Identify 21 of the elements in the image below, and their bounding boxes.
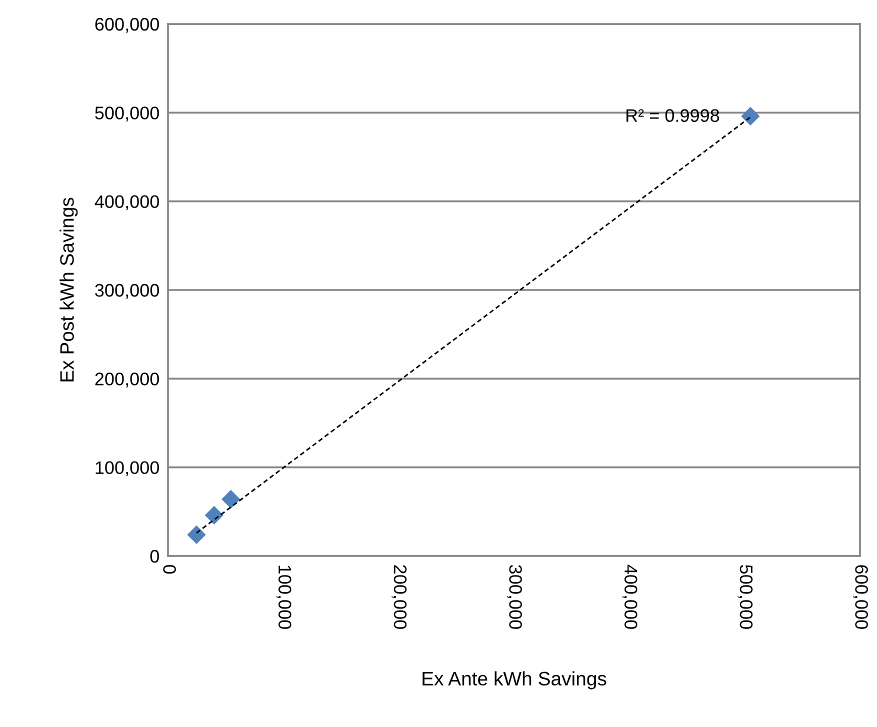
x-tick-label: 300,000 (507, 565, 522, 629)
point (741, 106, 760, 126)
point (204, 506, 224, 525)
annotation: R² = 0.9998 (626, 109, 720, 122)
y-tick-label: 300,000 (95, 284, 159, 299)
y-tick-label: 400,000 (94, 195, 159, 210)
y-tick-label: 200,000 (95, 372, 159, 388)
x-tick-label: 0 (163, 565, 176, 574)
y-tick-label: 100,000 (96, 461, 159, 476)
point (222, 490, 240, 509)
y-tick-label: 0 (150, 550, 159, 563)
point (187, 525, 206, 544)
x-tick-label: 200,000 (392, 565, 407, 629)
x-tick-label: 100,000 (276, 566, 292, 629)
x-tick-label: 400,000 (622, 564, 638, 629)
y-tick-label: 500,000 (95, 106, 159, 122)
y-axis-title: Ex Post kWh Savings (60, 198, 78, 382)
x-axis-title: Ex Ante kWh Savings (422, 671, 606, 690)
y-tick-label: 600,000 (95, 18, 159, 33)
x-tick-label: 500,000 (738, 565, 753, 629)
x-tick-label: 600,000 (853, 565, 868, 629)
